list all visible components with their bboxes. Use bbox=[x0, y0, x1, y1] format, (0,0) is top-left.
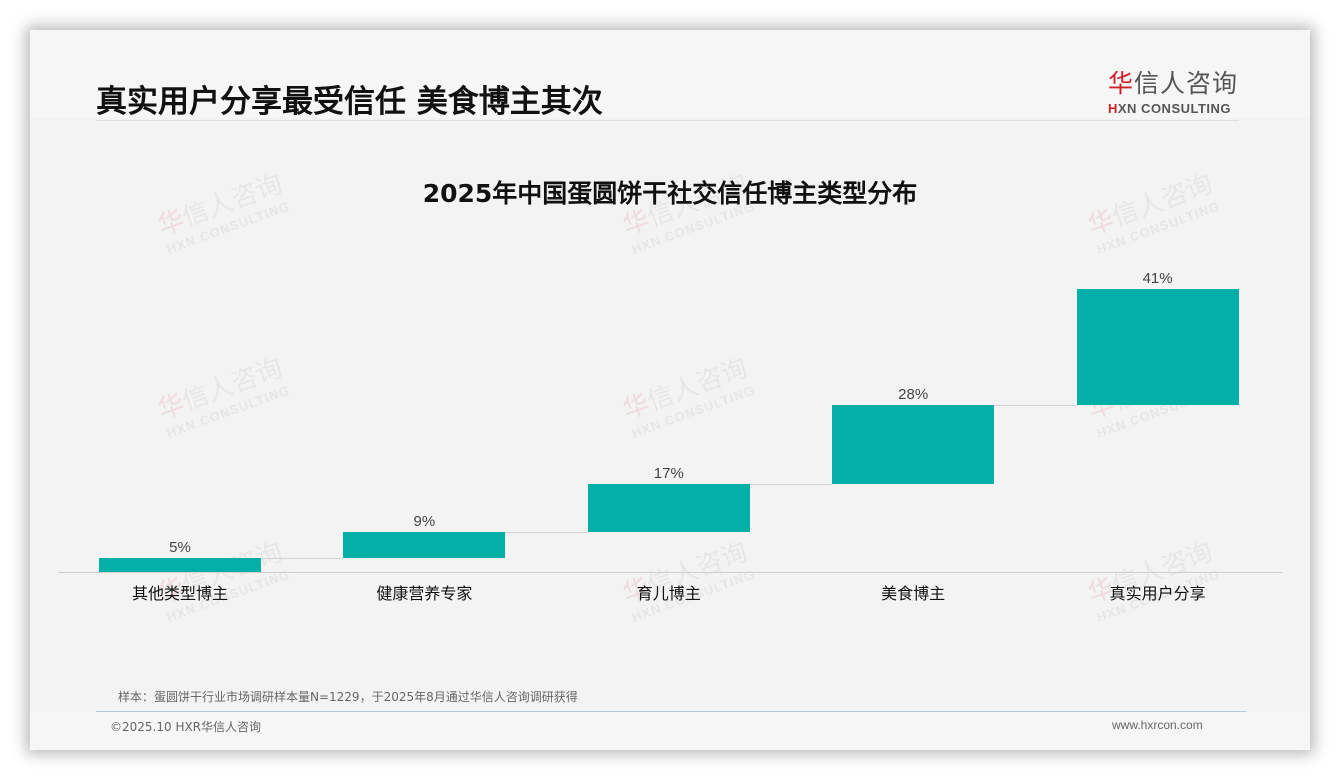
data-label: 5% bbox=[169, 538, 191, 556]
footer-divider bbox=[96, 711, 1246, 712]
bar bbox=[832, 405, 995, 485]
category-label: 真实用户分享 bbox=[1109, 584, 1206, 603]
bar bbox=[99, 557, 261, 572]
footer-band bbox=[30, 712, 1310, 750]
data-label: 17% bbox=[653, 465, 684, 483]
logo-en-mark: H bbox=[1108, 101, 1118, 116]
category-label: 育儿博主 bbox=[636, 584, 701, 603]
logo-cn-text: 信人咨询 bbox=[1134, 69, 1239, 98]
category-label: 其他类型博主 bbox=[131, 584, 228, 603]
header-band bbox=[30, 30, 1310, 118]
data-label: 9% bbox=[413, 513, 436, 531]
connector-line bbox=[994, 405, 1077, 407]
data-label: 28% bbox=[898, 386, 929, 404]
logo-en: HXN CONSULTING bbox=[1108, 101, 1258, 116]
category-label: 美食博主 bbox=[881, 584, 946, 603]
connector-line bbox=[505, 532, 588, 534]
data-label: 41% bbox=[1142, 270, 1173, 287]
source-note: 样本：蛋圆饼干行业市场调研样本量N=1229，于2025年8月通过华信人咨询调研… bbox=[118, 690, 578, 704]
logo-cn-mark: 华 bbox=[1108, 69, 1135, 98]
copyright: ©2025.10 HXR华信人咨询 bbox=[110, 720, 262, 734]
website-link[interactable]: www.hxrcon.com bbox=[1112, 718, 1203, 732]
connector-line bbox=[749, 484, 833, 486]
logo-en-text: XN CONSULTING bbox=[1117, 101, 1232, 116]
bar bbox=[587, 484, 750, 533]
category-label: 健康营养专家 bbox=[376, 584, 473, 603]
bar bbox=[1076, 289, 1239, 406]
chart-title: 2025年中国蛋圆饼干社交信任博主类型分布 bbox=[422, 179, 918, 208]
x-axis-line bbox=[58, 572, 1282, 573]
connector-line bbox=[261, 557, 344, 559]
brand-logo: 华信人咨询 HXN CONSULTING bbox=[1108, 64, 1258, 116]
page-title: 真实用户分享最受信任 美食博主其次 bbox=[96, 84, 603, 120]
logo-cn: 华信人咨询 bbox=[1108, 64, 1258, 100]
slide: 真实用户分享最受信任 美食博主其次 华信人咨询 HXN CONSULTING 华… bbox=[30, 30, 1310, 750]
title-divider bbox=[96, 120, 1239, 121]
bar bbox=[343, 532, 506, 558]
